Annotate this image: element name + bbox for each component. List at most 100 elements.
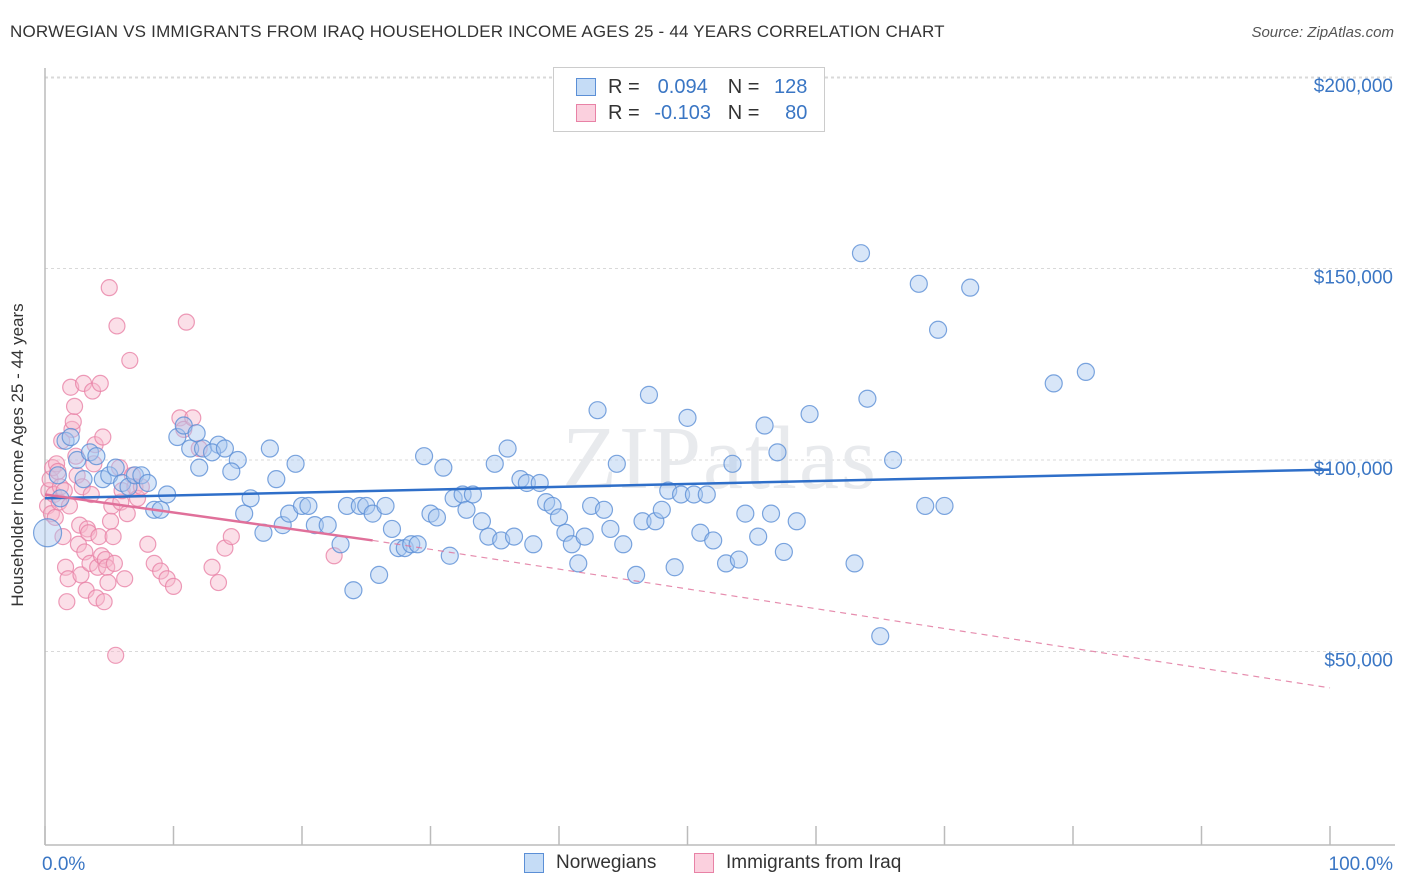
norwegian-point [331,535,350,554]
correlation-legend: R = 0.094 N = 128 R = -0.103 N = 80 [553,67,825,132]
norwegian-point [639,385,659,404]
series-label-norwegians: Norwegians [556,852,657,873]
series-legend-iraq[interactable]: Immigrants from Iraq [694,852,901,874]
norwegian-point [729,550,749,569]
norwegian-point [440,546,459,565]
norwegian-point [871,627,890,646]
norwegian-point [614,535,633,554]
iraq-point [164,577,183,595]
iraq-point [64,413,82,431]
y-tick-label: $100,000 [1314,459,1393,480]
iraq-point [90,527,108,546]
norwegian-point [187,424,206,443]
norwegian-point [370,565,389,585]
norwegian-point [928,320,948,339]
norwegian-point [215,439,234,458]
legend-row-iraq: R = -0.103 N = 80 [576,101,807,125]
legend-row-norwegians: R = 0.094 N = 128 [576,75,807,99]
norwegian-point [337,496,357,516]
norwegian-point [74,470,93,489]
norwegian-point [286,454,305,473]
iraq-point [222,527,240,546]
norwegian-point [684,485,704,504]
norwegian-point [800,404,819,424]
norwegian-point [485,454,504,473]
norwegian-point [498,439,517,458]
norwegian-point [543,496,562,516]
legend-n-label: N = [727,75,760,98]
iraq-point [94,428,112,446]
norwegian-point [524,535,543,554]
norwegian-point [858,389,877,408]
iraq-point [65,397,84,415]
norwegian-point [916,496,935,516]
norwegian-point [607,454,626,473]
norwegian-point [457,500,476,519]
norwegian-point [168,427,187,447]
norwegian-point [594,500,614,519]
norwegian-point [761,504,781,523]
norwegian-point [344,581,363,600]
norwegian-point [61,427,80,447]
iraq-point [107,646,125,664]
norwegian-point [318,516,337,535]
iraq-point [99,573,117,592]
iraq-point [121,351,139,370]
iraq-points-group [38,279,343,664]
norwegian-point [755,416,774,435]
norwegian-point [851,244,871,263]
norwegian-point [190,458,209,477]
norwegian-point [549,508,569,527]
iraq-point [87,589,106,607]
legend-r-label: R = [608,101,640,124]
norwegian-point [434,458,453,477]
iraq-point [58,593,76,611]
y-tick-label: $200,000 [1314,76,1393,97]
norwegian-point [260,439,279,458]
norwegian-point [530,473,549,493]
iraq-point [116,570,134,588]
norwegian-point [749,527,768,546]
chart-title: NORWEGIAN VS IMMIGRANTS FROM IRAQ HOUSEH… [10,22,945,41]
iraq-point [139,535,157,553]
iraq-point [104,527,122,546]
iraq-point [91,374,109,392]
series-swatch-norwegians [524,853,544,873]
norwegian-point [48,466,67,485]
tick-label-layer: $50,000 $100,000 $150,000 $200,000 0.0% 100.0… [42,76,1393,875]
norwegian-point [87,447,106,466]
trend-layer [44,468,1331,689]
norwegian-point [626,565,646,585]
norwegian-point [382,519,402,539]
iraq-point [95,593,113,611]
series-legend-norwegians[interactable]: Norwegians [524,852,656,874]
legend-r-value-iraq: -0.103 [654,101,712,124]
norwegian-point [299,496,318,516]
norwegian-point [909,274,928,293]
norwegian-point [427,508,447,527]
iraq-point [101,512,120,530]
norwegian-point [883,450,903,470]
iraq-point [62,378,80,396]
iraq-trend-line [44,493,373,542]
norwegian-point [267,470,286,489]
norwegian-point [376,496,395,516]
norwegian-point [504,527,524,546]
norwegian-point [414,447,434,466]
norwegian-point [463,485,483,504]
norwegian-point [961,278,980,297]
norwegian-point [193,439,213,458]
norwegian-point [601,519,620,539]
x-tick-label-end: 100.0% [1329,854,1394,875]
norwegian-trend-line [44,468,1331,500]
iraq-point [59,570,77,588]
norwegian-point [633,512,652,531]
norwegian-point [697,485,716,504]
norwegian-point [305,516,324,535]
y-tick-label: $150,000 [1314,268,1393,289]
norwegian-point [106,458,125,477]
norwegian-point [678,408,697,427]
source-credit: Source: ZipAtlas.com [1251,24,1394,41]
legend-r-value-norwegians: 0.094 [657,75,708,98]
